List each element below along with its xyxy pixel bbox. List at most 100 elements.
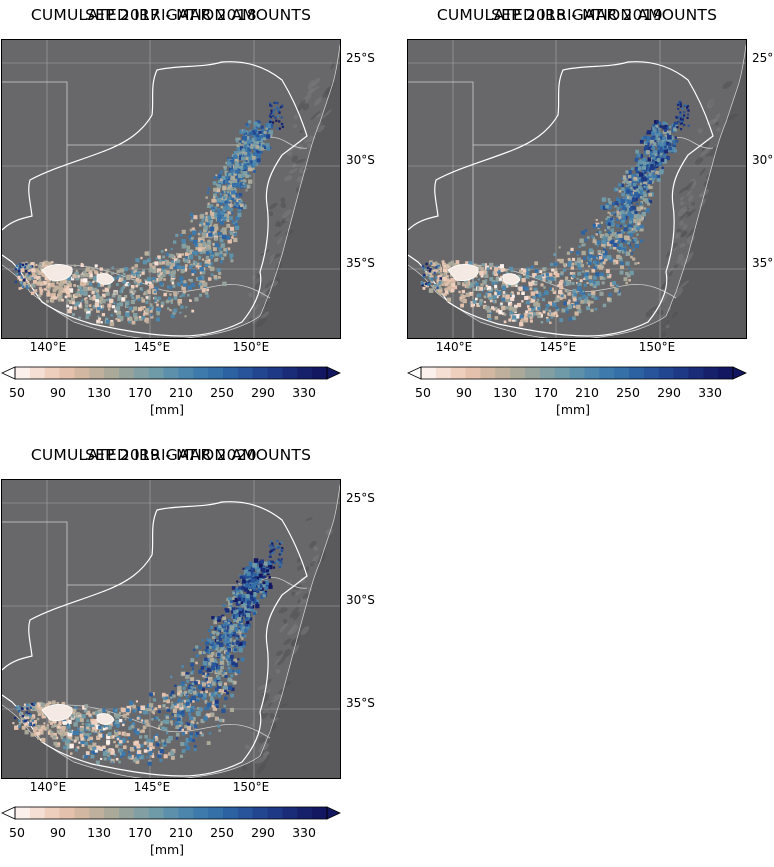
irrigation-pixel <box>45 299 49 303</box>
irrigation-pixel <box>677 120 680 123</box>
irrigation-pixel <box>57 742 61 746</box>
irrigation-pixel <box>268 544 272 547</box>
irrigation-pixel <box>238 614 241 617</box>
irrigation-pixel <box>643 207 647 210</box>
irrigation-pixel <box>238 586 242 590</box>
irrigation-pixel <box>655 155 660 160</box>
irrigation-pixel <box>645 208 650 213</box>
irrigation-pixel <box>233 639 236 643</box>
colorbar-bin <box>703 367 719 379</box>
irrigation-pixel <box>484 263 488 266</box>
irrigation-pixel <box>164 719 170 725</box>
irrigation-pixel <box>207 277 212 281</box>
irrigation-pixel <box>477 278 480 281</box>
irrigation-pixel <box>217 689 221 693</box>
irrigation-pixel <box>53 741 58 746</box>
irrigation-pixel <box>633 187 637 190</box>
irrigation-pixel <box>213 176 217 179</box>
irrigation-pixel <box>560 294 564 298</box>
irrigation-pixel <box>53 732 57 737</box>
irrigation-pixel <box>202 693 207 698</box>
irrigation-pixel <box>117 750 121 753</box>
irrigation-pixel <box>208 265 211 268</box>
irrigation-pixel <box>74 736 79 741</box>
irrigation-pixel <box>555 306 559 310</box>
irrigation-pixel <box>98 725 102 729</box>
terrain-relief <box>657 309 664 316</box>
irrigation-pixel <box>280 549 284 553</box>
irrigation-pixel <box>143 742 147 745</box>
irrigation-pixel <box>676 117 679 120</box>
irrigation-pixel <box>157 255 161 260</box>
irrigation-pixel <box>259 133 262 136</box>
terrain-relief <box>261 709 269 714</box>
irrigation-pixel <box>48 287 51 291</box>
irrigation-pixel <box>175 732 180 737</box>
irrigation-pixel <box>122 723 125 727</box>
irrigation-pixel <box>174 702 177 706</box>
irrigation-pixel <box>208 225 212 228</box>
irrigation-pixel <box>265 569 270 573</box>
irrigation-pixel <box>50 722 53 726</box>
irrigation-pixel <box>439 286 442 290</box>
irrigation-pixel <box>108 283 112 287</box>
irrigation-pixel <box>148 746 153 751</box>
irrigation-pixel <box>39 282 44 286</box>
colorbar-bin <box>208 807 224 819</box>
terrain-relief <box>282 209 292 219</box>
irrigation-pixel <box>511 294 515 298</box>
irrigation-pixel <box>475 297 478 301</box>
colorbar-bin <box>421 367 437 379</box>
irrigation-pixel <box>202 651 206 655</box>
irrigation-pixel <box>251 589 257 594</box>
irrigation-pixel <box>181 699 185 703</box>
irrigation-pixel <box>78 286 83 291</box>
irrigation-pixel <box>214 232 218 236</box>
irrigation-pixel <box>29 715 32 718</box>
irrigation-pixel <box>211 704 215 708</box>
irrigation-pixel <box>212 230 217 235</box>
irrigation-pixel <box>514 310 517 314</box>
irrigation-pixel <box>216 705 219 708</box>
irrigation-pixel <box>149 281 152 285</box>
irrigation-pixel <box>198 685 203 689</box>
irrigation-pixel <box>526 305 530 308</box>
irrigation-pixel <box>495 308 500 313</box>
irrigation-pixel <box>194 745 197 748</box>
irrigation-pixel <box>104 272 108 275</box>
irrigation-pixel <box>174 709 177 712</box>
irrigation-pixel <box>169 265 174 270</box>
irrigation-pixel <box>177 253 182 258</box>
irrigation-pixel <box>185 695 189 698</box>
irrigation-pixel <box>149 303 153 307</box>
irrigation-pixel <box>204 291 209 295</box>
irrigation-pixel <box>213 196 216 199</box>
irrigation-pixel <box>193 706 196 709</box>
irrigation-pixel <box>239 140 243 144</box>
irrigation-pixel <box>115 306 121 311</box>
irrigation-pixel <box>650 136 654 140</box>
irrigation-pixel <box>44 276 48 281</box>
irrigation-pixel <box>243 179 247 183</box>
irrigation-pixel <box>223 704 226 708</box>
irrigation-pixel <box>141 729 145 733</box>
irrigation-pixel <box>237 623 241 627</box>
irrigation-pixel <box>93 719 99 724</box>
irrigation-pixel <box>585 272 589 276</box>
irrigation-pixel <box>245 160 248 163</box>
irrigation-pixel <box>630 192 633 195</box>
irrigation-pixel <box>237 658 240 661</box>
irrigation-pixel <box>185 707 190 712</box>
irrigation-pixel <box>217 210 222 215</box>
irrigation-pixel <box>270 104 273 107</box>
irrigation-pixel <box>602 250 608 256</box>
irrigation-pixel <box>207 246 212 250</box>
irrigation-pixel <box>256 589 260 593</box>
irrigation-pixel <box>74 748 78 752</box>
terrain-relief <box>275 650 283 656</box>
colorbar-bin <box>495 367 511 379</box>
irrigation-pixel <box>43 713 47 716</box>
irrigation-pixel <box>206 637 209 640</box>
irrigation-pixel <box>228 641 231 644</box>
irrigation-pixel <box>234 195 238 200</box>
